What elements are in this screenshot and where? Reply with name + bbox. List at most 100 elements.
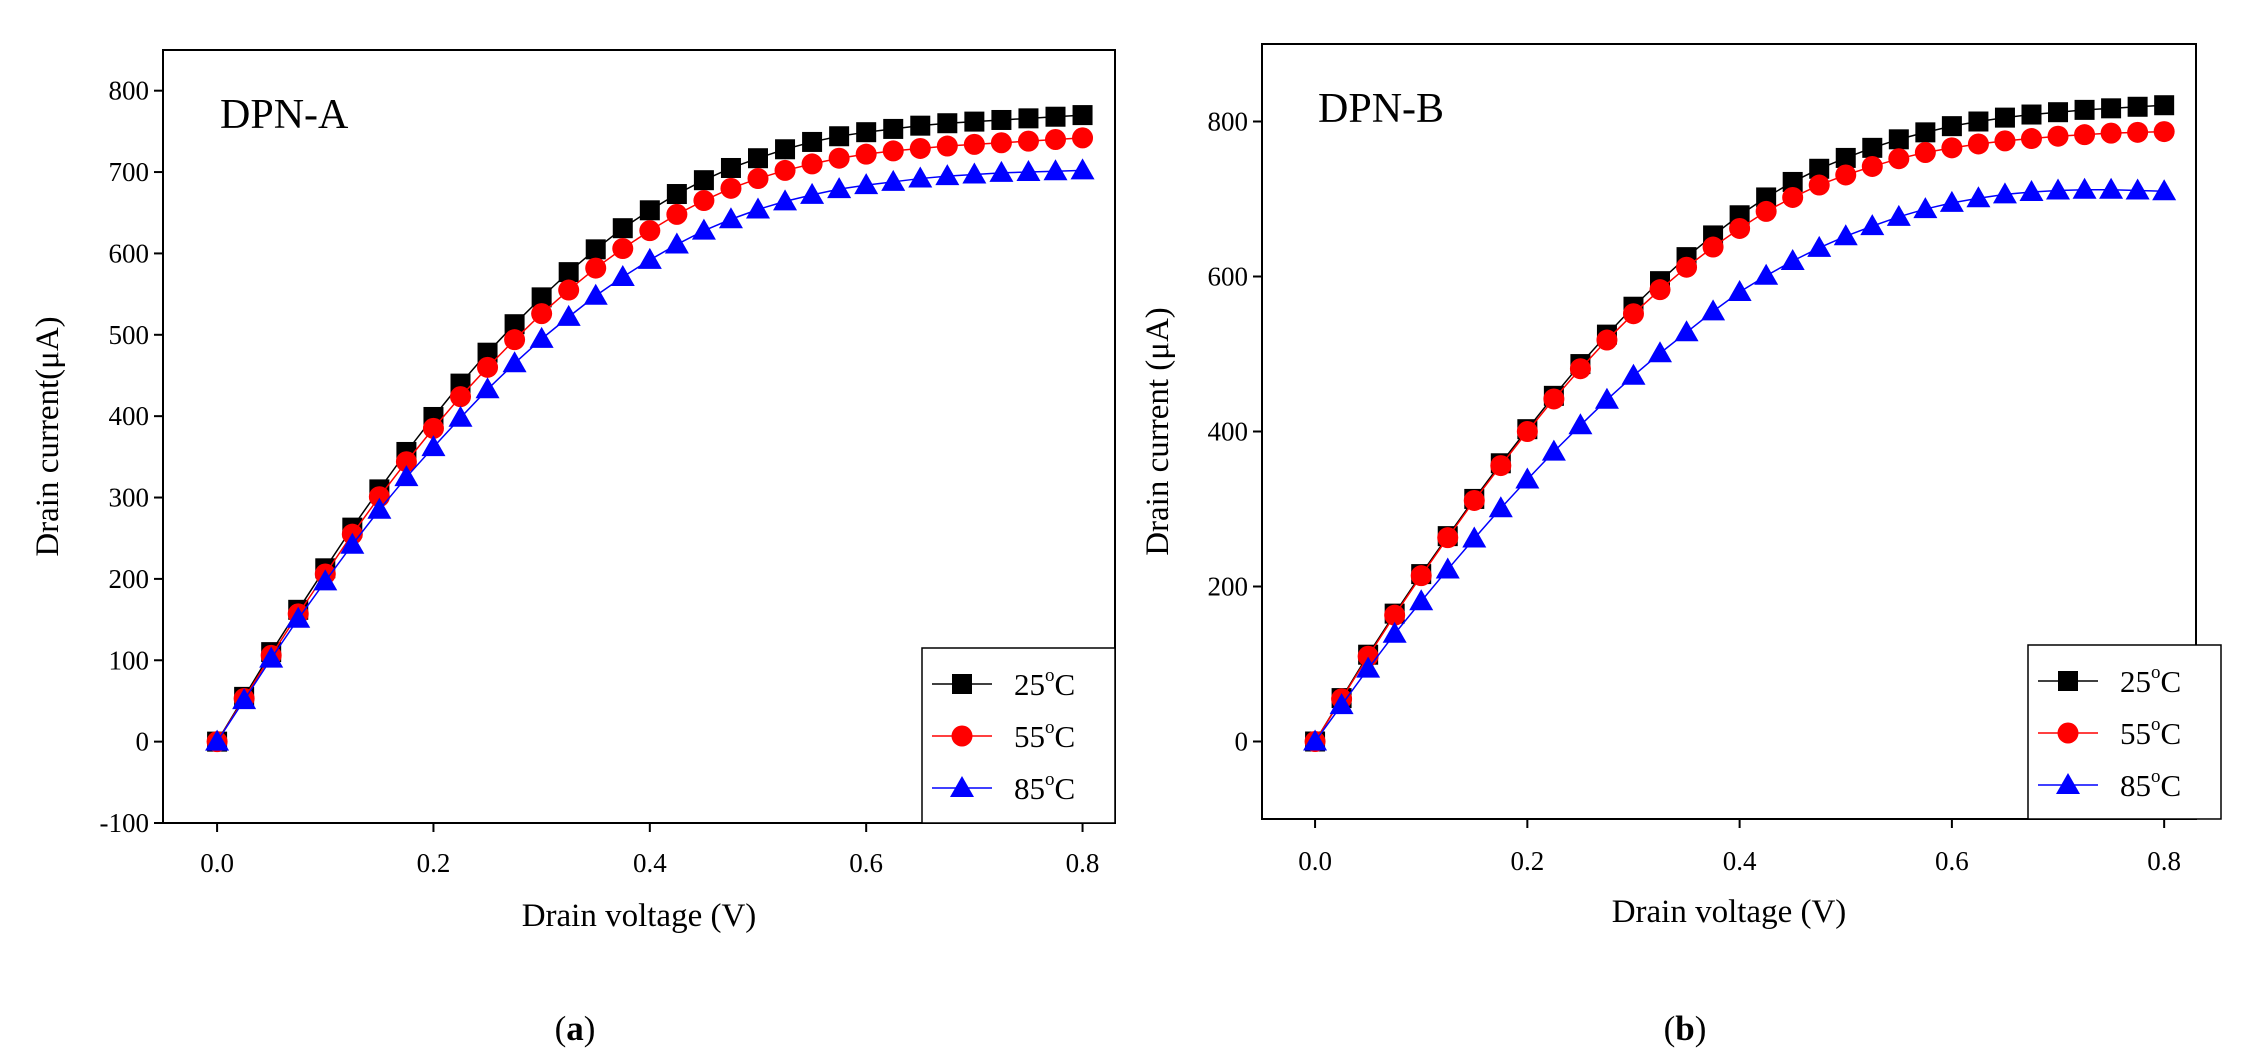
- legend-label-value: 25: [2120, 664, 2151, 699]
- data-point-85C: [1043, 159, 1068, 181]
- panel-b: 0 200 400 600 800 0.0 0.2 0.4 0.6 0.8 Drain voltag…: [1140, 43, 2222, 930]
- data-point-85C: [529, 326, 554, 348]
- y-tick-label: -100: [100, 808, 150, 838]
- data-point-25C: [1782, 171, 1803, 192]
- legend-label-value: 55: [2120, 716, 2151, 751]
- data-point-55C: [1861, 155, 1883, 177]
- data-point-25C: [639, 200, 660, 221]
- data-point-25C: [910, 115, 931, 136]
- data-point-25C: [1968, 111, 1989, 132]
- data-point-55C: [1516, 421, 1538, 442]
- data-point-55C: [504, 329, 526, 351]
- data-point-85C: [1435, 557, 1460, 579]
- data-point-55C: [1543, 388, 1565, 410]
- data-point-55C: [422, 417, 444, 439]
- data-point-55C: [963, 133, 985, 155]
- data-point-55C: [1782, 186, 1804, 208]
- y-tick-label: 400: [109, 401, 150, 431]
- data-point-85C: [448, 405, 473, 427]
- data-point-25C: [856, 122, 877, 143]
- data-point-25C: [2127, 96, 2148, 117]
- data-point-85C: [232, 688, 257, 710]
- legend-label-degree: o: [1045, 717, 1055, 738]
- data-point-85C: [1541, 439, 1566, 461]
- data-point-85C: [1727, 280, 1752, 301]
- data-point-85C: [1016, 160, 1041, 182]
- caption-b: (b): [1664, 1009, 1707, 1048]
- x-tick-label: 0.2: [417, 848, 451, 878]
- legend-marker: [2058, 671, 2078, 691]
- legend-label-unit: C: [1055, 771, 1076, 806]
- data-point-55C: [1729, 217, 1751, 239]
- data-point-85C: [827, 177, 852, 199]
- data-point-85C: [313, 569, 338, 591]
- data-point-85C: [1992, 182, 2017, 204]
- caption-a-close: ): [584, 1009, 596, 1048]
- data-point-55C: [1463, 489, 1485, 511]
- data-point-55C: [1649, 279, 1671, 301]
- data-point-25C: [2154, 95, 2175, 116]
- x-tick-label: 0.6: [1935, 846, 1969, 876]
- data-point-85C: [908, 166, 933, 188]
- legend-label: 55oC: [1014, 717, 1075, 754]
- data-point-85C: [1860, 214, 1885, 236]
- data-point-25C: [1018, 108, 1039, 129]
- legend-label-value: 85: [2120, 768, 2151, 803]
- data-point-55C: [936, 135, 958, 157]
- data-point-55C: [720, 177, 742, 199]
- caption-b-open: (: [1664, 1009, 1676, 1048]
- data-point-85C: [1594, 387, 1619, 409]
- data-point-25C: [1862, 137, 1883, 158]
- x-tick-label: 0.2: [1510, 846, 1544, 876]
- y-tick-label: 800: [1208, 107, 1249, 137]
- data-point-85C: [340, 532, 365, 554]
- legend-label-unit: C: [2161, 716, 2182, 751]
- data-point-85C: [205, 729, 230, 751]
- data-point-55C: [1755, 200, 1777, 222]
- data-point-25C: [1072, 105, 1093, 126]
- data-point-55C: [395, 451, 417, 473]
- data-point-85C: [2152, 179, 2177, 201]
- data-point-55C: [801, 153, 823, 175]
- caption-b-close: ): [1695, 1009, 1707, 1048]
- y-tick-label: 200: [1208, 572, 1249, 602]
- data-point-25C: [693, 170, 714, 191]
- caption-a: (a): [555, 1009, 596, 1048]
- data-point-85C: [2099, 177, 2124, 199]
- data-point-55C: [1072, 127, 1094, 149]
- legend-label-value: 25: [1014, 667, 1045, 702]
- data-point-55C: [639, 220, 661, 242]
- data-point-25C: [964, 111, 985, 132]
- data-point-85C: [691, 218, 716, 240]
- y-tick-label: 200: [109, 564, 150, 594]
- data-point-55C: [1888, 148, 1910, 170]
- y-tick-label: 100: [109, 645, 150, 675]
- legend-label-value: 55: [1014, 719, 1045, 754]
- data-point-85C: [1382, 621, 1407, 643]
- data-point-55C: [531, 303, 553, 325]
- legend-label-degree: o: [1045, 665, 1055, 686]
- data-point-55C: [450, 386, 471, 408]
- data-point-85C: [421, 435, 446, 457]
- panel-title: DPN-A: [220, 92, 349, 138]
- legend-label: 55oC: [2120, 714, 2181, 751]
- data-point-55C: [882, 140, 904, 162]
- data-point-85C: [1621, 363, 1646, 385]
- data-point-55C: [1676, 256, 1698, 278]
- data-point-85C: [259, 646, 284, 668]
- legend-label-degree: o: [2151, 714, 2161, 735]
- data-point-85C: [1568, 413, 1593, 435]
- data-point-55C: [2100, 122, 2122, 144]
- data-point-55C: [1808, 174, 1830, 196]
- data-point-85C: [1070, 158, 1095, 180]
- data-point-55C: [1384, 604, 1406, 626]
- data-point-55C: [1914, 142, 1936, 163]
- legend-label-value: 85: [1014, 771, 1045, 806]
- data-point-55C: [828, 147, 850, 169]
- legend-label-unit: C: [1055, 667, 1076, 702]
- data-point-85C: [475, 377, 500, 399]
- data-point-85C: [1648, 341, 1673, 363]
- data-point-55C: [1967, 133, 1989, 155]
- data-point-85C: [1488, 496, 1513, 518]
- data-point-85C: [773, 189, 798, 211]
